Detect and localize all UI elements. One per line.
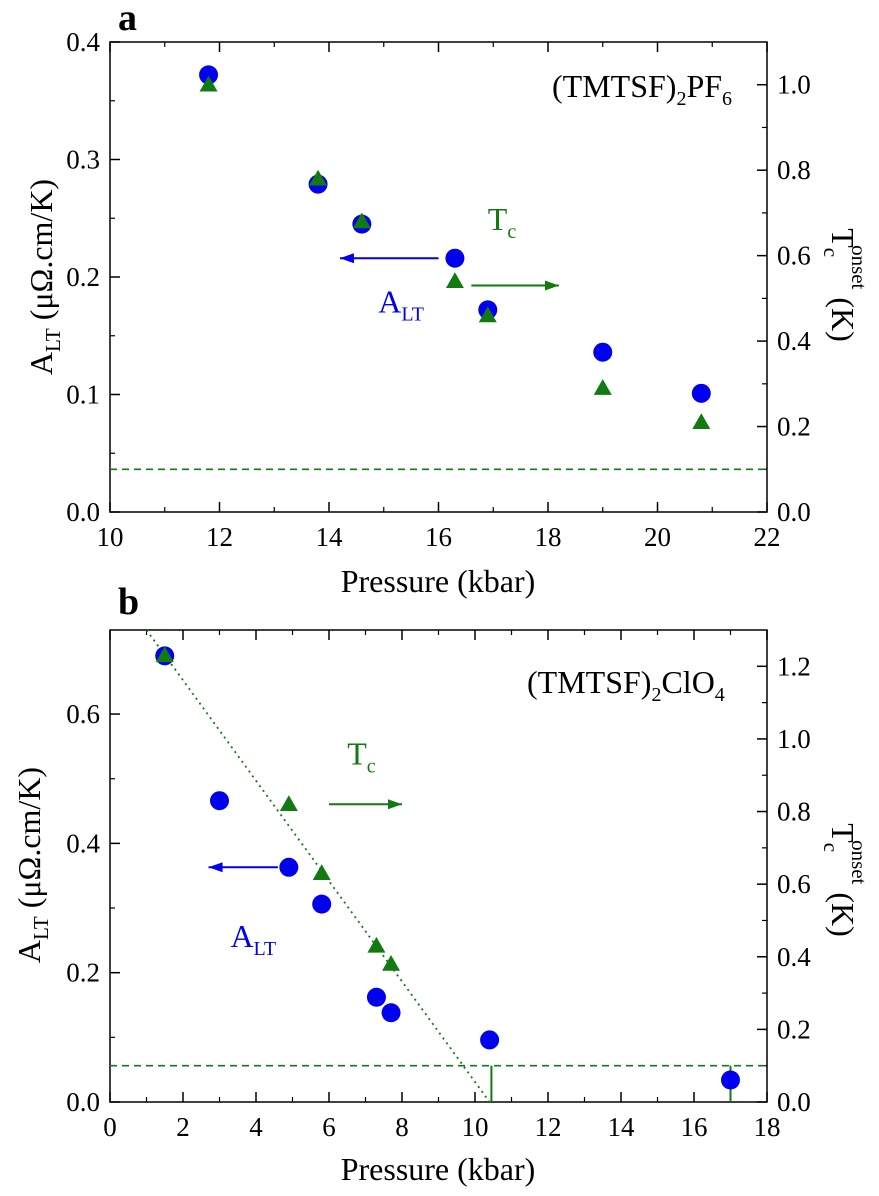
reference-lines-b <box>110 629 767 1103</box>
data-point-circle-a <box>691 383 711 403</box>
y-right-tick-label-b: 0.2 <box>777 1014 811 1044</box>
data-point-circle-a <box>593 342 613 362</box>
data-point-circle-a <box>445 248 465 268</box>
y-right-tick-label-a: 0.6 <box>777 241 811 271</box>
panel-a: a 10 12 14 16 18 20 220.00.10.20.30.40.00.20.4… <box>23 0 871 599</box>
data-point-triangle-b <box>312 864 331 881</box>
data-point-triangle-b <box>382 955 401 971</box>
y-left-tick-label-b: 0.2 <box>66 958 100 988</box>
y-axis-title-right-b: Tc onset (K) <box>819 823 871 937</box>
data-point-triangle-a <box>593 379 612 395</box>
y-left-tick-label-a: 0.0 <box>66 497 100 527</box>
data-point-triangle-a <box>199 75 218 92</box>
y-right-tick-label-b: 0.0 <box>777 1087 811 1117</box>
data-point-circle-b <box>480 1030 500 1050</box>
alt-arrow-b-head <box>208 862 223 873</box>
panel-b: b 0 2 4 6 8 10 12 14 16 180.00.20.40.60.00.20.40.… <box>11 581 871 1187</box>
data-point-circle-b <box>279 857 299 877</box>
y-axis-title-left-b: ALT (μΩ.cm/K) <box>11 767 53 963</box>
axes-b: 0 2 4 6 8 10 12 14 16 180.00.20.40.60.00.20.40.60… <box>66 630 811 1142</box>
data-marks-a <box>199 65 711 430</box>
annotations-b: Tc ALT <box>208 735 402 960</box>
y-left-tick-label-a: 0.2 <box>66 262 100 292</box>
y-left-tick-label-a: 0.4 <box>66 27 100 57</box>
data-point-triangle-b <box>367 936 386 953</box>
data-point-circle-b <box>381 1003 401 1023</box>
data-point-triangle-b <box>155 646 174 663</box>
data-point-triangle-a <box>352 212 371 229</box>
tc-label-a: Tc <box>488 201 517 243</box>
x-tick-label-b: 4 <box>249 1112 263 1142</box>
data-point-triangle-a <box>478 306 497 323</box>
linear-fit-dotted-line-b <box>145 629 491 1103</box>
y-axis-title-right-a: Tc onset (K) <box>819 228 871 342</box>
x-tick-label-a: 18 <box>535 522 562 552</box>
x-tick-label-b: 6 <box>322 1112 336 1142</box>
x-tick-label-b: 14 <box>608 1112 636 1142</box>
x-tick-label-a: 20 <box>644 522 671 552</box>
y-left-tick-label-b: 0.4 <box>66 828 100 858</box>
y-left-tick-label-a: 0.3 <box>66 145 100 175</box>
x-tick-label-a: 10 <box>97 522 124 552</box>
data-point-triangle-a <box>309 169 328 186</box>
data-point-circle-b <box>721 1070 740 1090</box>
plot-frame-b <box>109 629 768 1103</box>
plot-frame-a <box>109 41 768 513</box>
annotations-a: Tc ALT <box>339 201 559 325</box>
y-right-tick-label-b: 1.0 <box>777 724 811 754</box>
x-tick-label-b: 18 <box>754 1112 781 1142</box>
x-axis-title-a: Pressure (kbar) <box>341 563 536 599</box>
y-right-tick-label-a: 0.4 <box>777 326 811 356</box>
panel-label-b: b <box>118 581 139 623</box>
alt-arrow-a-head <box>339 253 354 264</box>
y-right-tick-label-a: 0.2 <box>777 412 811 442</box>
x-tick-label-b: 0 <box>103 1112 117 1142</box>
x-tick-label-b: 8 <box>395 1112 409 1142</box>
x-tick-label-a: 22 <box>754 522 781 552</box>
alt-label-a: ALT <box>378 283 424 325</box>
data-point-triangle-b <box>279 795 298 812</box>
tc-label-b: Tc <box>347 735 376 777</box>
y-right-tick-label-a: 1.0 <box>777 70 811 100</box>
x-tick-label-b: 16 <box>681 1112 708 1142</box>
compound-label-a: (TMTSF)2PF6 <box>552 68 732 110</box>
data-point-triangle-a <box>692 413 711 430</box>
data-marks-b <box>155 646 740 1090</box>
x-tick-label-a: 14 <box>316 522 344 552</box>
y-right-tick-label-b: 0.4 <box>777 942 811 972</box>
y-right-tick-label-a: 0.8 <box>777 155 811 185</box>
data-point-circle-b <box>312 894 332 914</box>
alt-label-b: ALT <box>230 918 276 960</box>
y-left-tick-label-b: 0.0 <box>66 1087 100 1117</box>
axes-a: 10 12 14 16 18 20 220.00.10.20.30.40.00.20.40.… <box>66 27 811 552</box>
data-point-triangle-a <box>445 272 464 289</box>
x-tick-label-b: 12 <box>535 1112 562 1142</box>
x-tick-label-a: 16 <box>425 522 452 552</box>
y-right-tick-label-a: 0.0 <box>777 497 811 527</box>
compound-label-b: (TMTSF)2ClO4 <box>527 664 725 706</box>
x-tick-label-a: 12 <box>206 522 233 552</box>
y-axis-title-left-a: ALT (μΩ.cm/K) <box>23 179 65 375</box>
y-right-tick-label-b: 0.8 <box>777 797 811 827</box>
data-point-circle-b <box>210 791 229 811</box>
data-point-circle-b <box>366 987 386 1007</box>
data-point-circle-a <box>199 65 219 85</box>
x-tick-label-b: 2 <box>176 1112 190 1142</box>
y-right-tick-label-b: 0.6 <box>777 869 811 899</box>
x-axis-title-b: Pressure (kbar) <box>341 1151 536 1187</box>
y-right-tick-label-b: 1.2 <box>777 651 811 681</box>
y-left-tick-label-b: 0.6 <box>66 699 100 729</box>
x-tick-label-b: 10 <box>462 1112 489 1142</box>
tc-arrow-a-head <box>544 280 559 291</box>
tc-arrow-b-head <box>388 799 402 810</box>
panel-label-a: a <box>118 0 137 39</box>
y-left-tick-label-a: 0.1 <box>66 380 100 410</box>
